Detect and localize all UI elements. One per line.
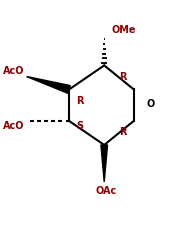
Polygon shape <box>101 145 108 182</box>
Text: OAc: OAc <box>96 186 117 196</box>
Text: O: O <box>147 99 155 109</box>
Text: R: R <box>76 96 84 106</box>
Text: R: R <box>119 72 127 81</box>
Text: S: S <box>76 121 84 131</box>
Text: OMe: OMe <box>112 25 136 35</box>
Polygon shape <box>26 76 70 93</box>
Text: R: R <box>119 127 127 137</box>
Text: AcO: AcO <box>3 121 25 131</box>
Text: AcO: AcO <box>3 66 25 76</box>
